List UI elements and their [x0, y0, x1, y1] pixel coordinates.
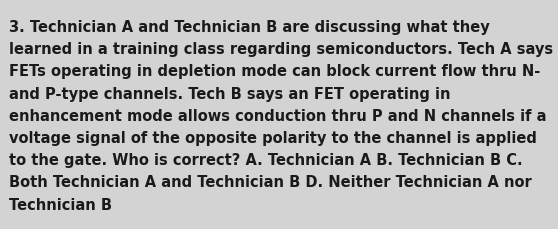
Text: voltage signal of the opposite polarity to the channel is applied: voltage signal of the opposite polarity … [9, 131, 537, 145]
Text: Both Technician A and Technician B D. Neither Technician A nor: Both Technician A and Technician B D. Ne… [9, 175, 532, 190]
Text: 3. Technician A and Technician B are discussing what they: 3. Technician A and Technician B are dis… [9, 20, 490, 35]
Text: learned in a training class regarding semiconductors. Tech A says: learned in a training class regarding se… [9, 42, 553, 57]
Text: and P-type channels. Tech B says an FET operating in: and P-type channels. Tech B says an FET … [9, 86, 450, 101]
Text: enhancement mode allows conduction thru P and N channels if a: enhancement mode allows conduction thru … [9, 108, 546, 123]
Text: FETs operating in depletion mode can block current flow thru N-: FETs operating in depletion mode can blo… [9, 64, 540, 79]
Text: to the gate. Who is correct? A. Technician A B. Technician B C.: to the gate. Who is correct? A. Technici… [9, 153, 523, 167]
Text: Technician B: Technician B [9, 197, 112, 212]
